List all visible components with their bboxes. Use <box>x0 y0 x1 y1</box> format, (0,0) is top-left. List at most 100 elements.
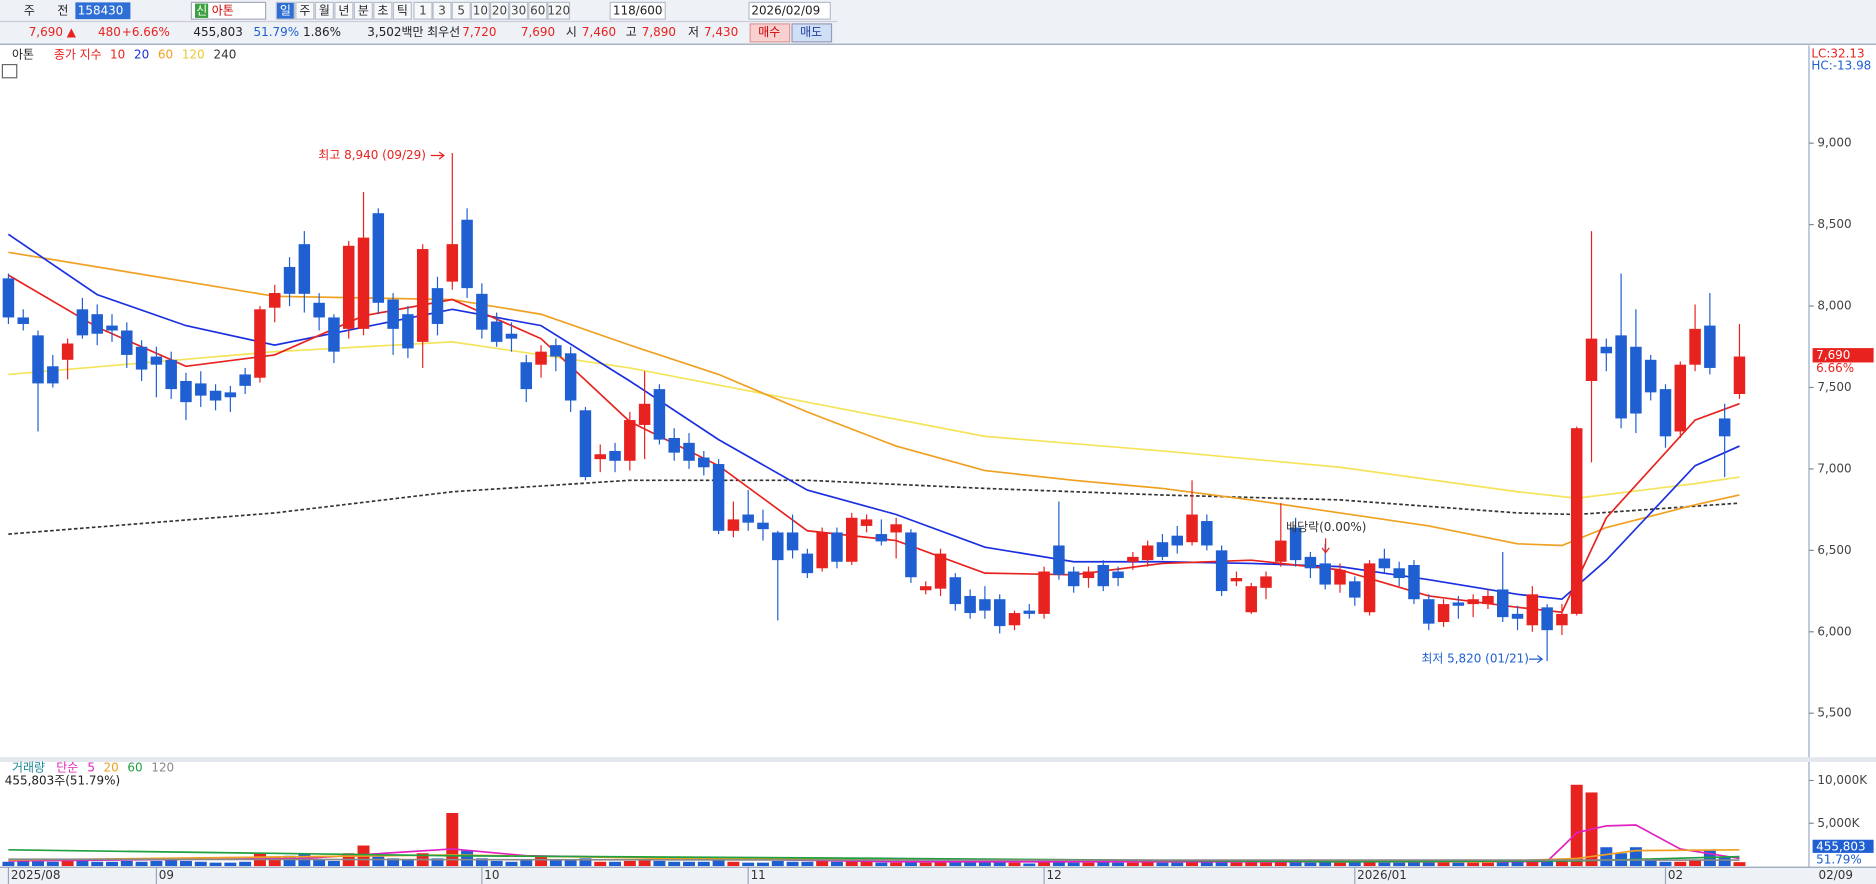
interval-label: 주 <box>299 3 310 17</box>
volume-tag <box>1812 839 1874 853</box>
candle-body <box>328 317 340 352</box>
volume-bar <box>1570 784 1583 867</box>
name-input[interactable] <box>190 1 267 20</box>
ma-line <box>8 251 1740 547</box>
volume-bar <box>1126 862 1139 867</box>
legend-title: 아톤 <box>12 48 34 62</box>
candle-body <box>1733 356 1746 394</box>
candle-body <box>446 244 459 282</box>
candle-body <box>1615 335 1627 419</box>
volume-bar <box>1260 862 1273 867</box>
candle-body <box>224 392 237 398</box>
volume-bar <box>1541 860 1554 867</box>
volume-bar <box>742 862 755 867</box>
number-label: 30 <box>511 3 526 17</box>
date-box[interactable] <box>748 1 831 20</box>
right-axis-bg <box>1809 45 1876 884</box>
interval-label: 일 <box>280 3 291 17</box>
quote-change: 480 <box>98 25 121 39</box>
number-button[interactable] <box>489 1 510 20</box>
volume-bar <box>431 858 444 867</box>
grid-icon[interactable] <box>1 63 18 79</box>
volume-bar <box>845 860 858 867</box>
volume-bar <box>165 860 178 867</box>
volume-bar <box>1422 860 1435 867</box>
candle-body <box>1570 428 1583 614</box>
volume-bar <box>32 860 45 867</box>
volume-bar <box>1215 860 1228 867</box>
number-button[interactable] <box>413 1 433 20</box>
candle-body <box>47 366 59 384</box>
price-tag-label: 7,690 <box>1816 348 1850 362</box>
interval-button[interactable] <box>353 1 373 20</box>
interval-button[interactable] <box>392 1 412 20</box>
candle-body <box>342 245 355 329</box>
quote-bid: 7,690 <box>521 25 555 39</box>
x-tick-label: 11 <box>751 868 766 882</box>
ma-line <box>7 274 1740 614</box>
candle-body <box>1437 604 1450 623</box>
volume-title: 거래량 <box>12 760 45 774</box>
interval-button[interactable] <box>334 1 354 20</box>
number-button[interactable] <box>547 1 571 20</box>
number-button[interactable] <box>432 1 452 20</box>
interval-button[interactable] <box>295 1 315 20</box>
buy-button[interactable] <box>749 23 791 43</box>
volume-bar <box>1186 860 1199 867</box>
candle-body <box>1215 550 1228 592</box>
number-button[interactable] <box>528 1 548 20</box>
sell-button[interactable] <box>791 23 833 43</box>
volume-bar <box>461 850 474 867</box>
count: 118/600 <box>613 3 663 17</box>
candle-body <box>550 345 562 357</box>
volume-bar <box>76 860 89 867</box>
volume-bar <box>283 855 296 867</box>
candle-body <box>1008 613 1021 626</box>
number-button[interactable] <box>509 1 529 20</box>
y-tick-label: 8,000 <box>1817 299 1851 313</box>
interval-button[interactable] <box>373 1 393 20</box>
legend-label: 종가 지수 <box>54 48 102 62</box>
volume-bar <box>816 860 829 867</box>
number-button[interactable] <box>451 1 471 20</box>
count-box <box>609 1 666 20</box>
volume-bar <box>135 861 148 867</box>
code-input[interactable] <box>75 2 131 20</box>
x-tick-label: 10 <box>484 868 499 882</box>
volume-bar <box>653 860 666 867</box>
candle-body <box>1334 569 1346 585</box>
interval-button[interactable] <box>314 1 334 20</box>
candle-body <box>1600 346 1613 354</box>
stock-name: 아톤 <box>212 3 234 17</box>
volume-bar <box>1038 860 1051 867</box>
number-button[interactable] <box>470 1 490 20</box>
volume-bar <box>1378 862 1391 867</box>
candle-body <box>979 599 991 611</box>
quote-open: 7,460 <box>582 25 616 39</box>
volume-bar <box>1319 861 1332 867</box>
volume-bar <box>61 860 74 867</box>
candle-body <box>594 454 606 460</box>
volume-unit: 455,803주(51.79%) <box>5 774 120 788</box>
candle-body <box>1378 558 1391 569</box>
candle-body <box>609 451 621 461</box>
candle-body <box>357 237 370 329</box>
quote-rate: +6.66% <box>122 25 170 39</box>
number-label: 5 <box>457 3 465 17</box>
quote-volume-ratio: 51.79% <box>254 25 300 39</box>
volume-bar <box>401 859 414 867</box>
candle-body <box>461 219 473 289</box>
volume-bar <box>446 812 459 867</box>
candle-body <box>772 532 784 561</box>
date: 2026/02/09 <box>751 3 820 17</box>
dividend-annotation: 배당락(0.00%) <box>1286 520 1366 534</box>
volume-bar <box>1629 847 1642 867</box>
volume-bar <box>1407 861 1420 867</box>
candle-body <box>1467 599 1479 605</box>
volume-bar <box>1304 862 1317 867</box>
interval-button[interactable] <box>275 1 295 20</box>
volume-bar <box>194 861 207 867</box>
volume-bar <box>150 860 163 867</box>
interval-label: 초 <box>377 3 388 17</box>
volume-bar <box>106 861 118 867</box>
